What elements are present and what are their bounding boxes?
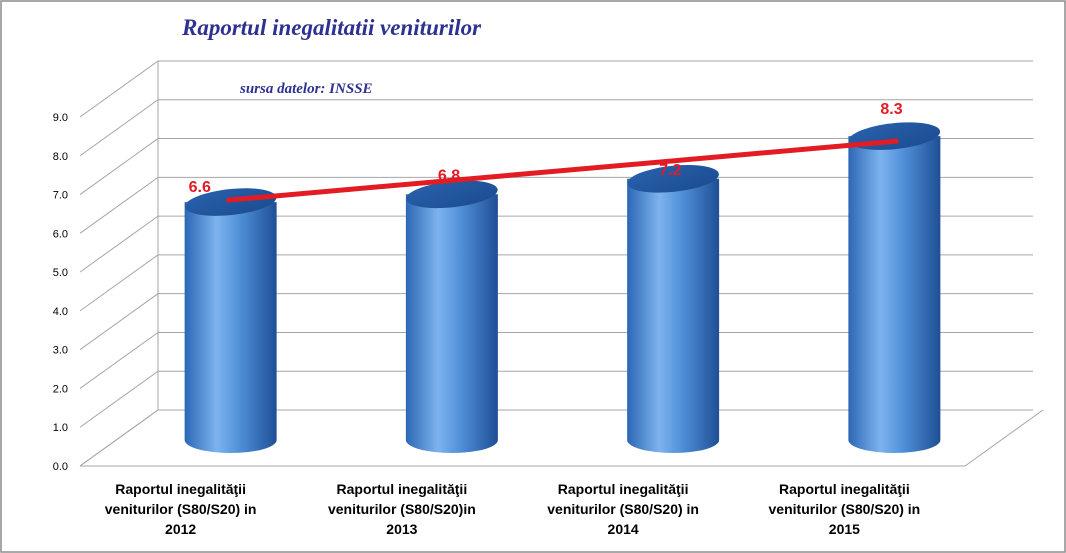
bar-body <box>184 202 277 453</box>
trendline-layer <box>226 138 899 203</box>
data-label: 8.3 <box>880 101 902 118</box>
y-tick-label: 6.0 <box>53 228 68 240</box>
bar-body <box>848 136 941 453</box>
x-tick-label: 2014 <box>608 521 639 537</box>
bar-top <box>627 165 719 193</box>
chart-title: Raportul inegalitatii veniturilor <box>181 15 482 40</box>
gridline <box>79 176 1033 234</box>
bars <box>184 122 941 454</box>
x-tick-label: 2015 <box>829 521 860 537</box>
bar-body <box>405 194 498 454</box>
x-tick-label: Raportul inegalităţii <box>115 481 246 497</box>
y-tick-label: 8.0 <box>53 151 68 163</box>
x-tick-label: veniturilor (S80/S20) in <box>547 501 699 517</box>
x-tick-label: 2012 <box>165 521 196 537</box>
bar-2 <box>405 180 498 454</box>
x-axis-categories: Raportul inegalităţii veniturilor (S80/S2… <box>105 481 920 537</box>
gridline <box>79 99 1033 157</box>
y-tick-label: 5.0 <box>53 267 68 279</box>
bar-1 <box>184 188 277 453</box>
gridline <box>79 254 1033 312</box>
data-label: 6.6 <box>189 179 211 196</box>
y-tick-label: 4.0 <box>53 306 68 318</box>
x-tick-label: 2013 <box>386 521 417 537</box>
gridline <box>79 331 1033 389</box>
y-tick-label: 1.0 <box>53 422 68 434</box>
chart-subtitle: sursa datelor: INSSE <box>239 81 373 97</box>
gridline <box>79 215 1033 273</box>
data-label: 7.2 <box>659 162 681 179</box>
bar-top <box>406 180 498 209</box>
gridline <box>79 409 1033 467</box>
data-label: 6.8 <box>438 167 460 184</box>
bar-body <box>627 178 720 454</box>
data-labels: 6.6 6.8 7.2 8.3 <box>189 101 903 196</box>
x-tick-label: veniturilor (S80/S20)in <box>328 501 476 517</box>
gridline <box>79 370 1033 428</box>
floor-edge <box>80 409 1044 467</box>
bar-3 <box>627 165 720 454</box>
gridline <box>79 293 1033 351</box>
y-tick-label: 9.0 <box>53 112 68 124</box>
y-tick-label: 2.0 <box>53 383 68 395</box>
y-tick-label: 3.0 <box>53 345 68 357</box>
y-tick-label: 0.0 <box>53 461 68 473</box>
bar-4 <box>848 122 941 453</box>
x-tick-label: veniturilor (S80/S20) in <box>105 501 257 517</box>
x-tick-label: Raportul inegalităţii <box>558 481 689 497</box>
x-tick-label: veniturilor (S80/S20) in <box>769 501 921 517</box>
y-tick-label: 7.0 <box>53 190 68 202</box>
gridlines <box>79 60 1044 467</box>
gridline <box>79 138 1033 195</box>
x-tick-label: Raportul inegalităţii <box>337 481 468 497</box>
y-axis-ticks: 0.0 1.0 2.0 3.0 4.0 5.0 6.0 7.0 8.0 9.0 <box>53 112 68 473</box>
trendline <box>226 138 899 203</box>
gridline <box>79 60 1033 118</box>
x-tick-label: Raportul inegalităţii <box>779 481 910 497</box>
